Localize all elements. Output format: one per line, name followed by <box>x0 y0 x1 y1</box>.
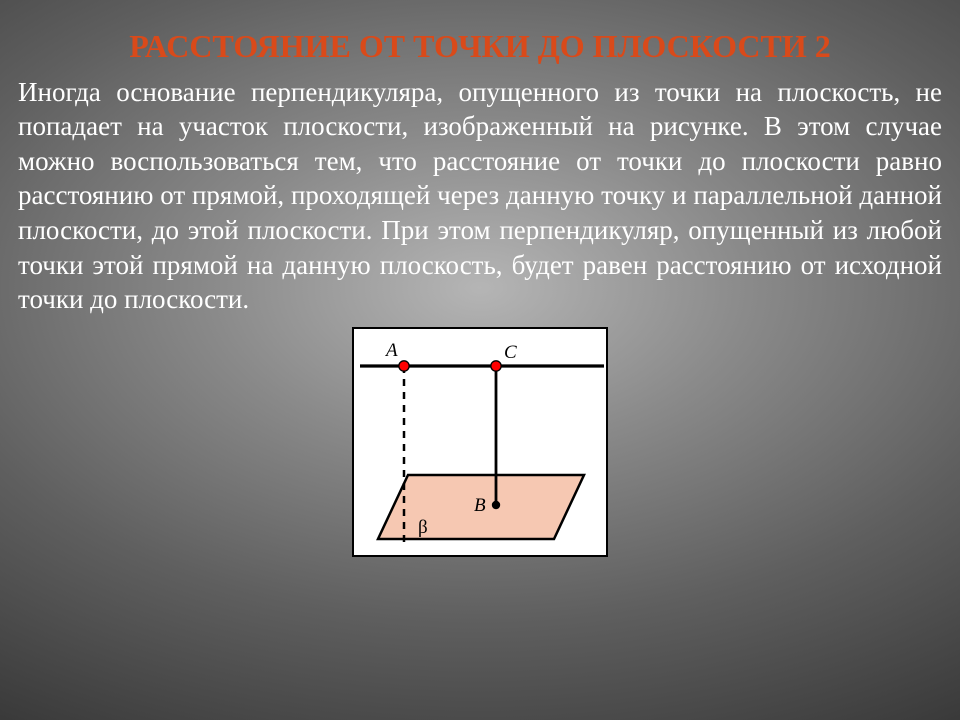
label-B: B <box>474 495 486 516</box>
point-A <box>399 360 409 370</box>
label-beta: β <box>418 517 428 538</box>
geometry-figure: A C Bβ <box>352 327 608 557</box>
point-C <box>491 360 501 370</box>
slide-paragraph: Иногда основание перпендикуляра, опущенн… <box>18 75 942 317</box>
label-A: A <box>384 340 398 361</box>
point-B <box>492 500 500 508</box>
figure-container: A C Bβ <box>18 327 942 564</box>
geometry-svg: A C Bβ <box>354 329 610 559</box>
slide-title: РАССТОЯНИЕ ОТ ТОЧКИ ДО ПЛОСКОСТИ 2 <box>18 28 942 65</box>
label-C: C <box>504 342 517 363</box>
